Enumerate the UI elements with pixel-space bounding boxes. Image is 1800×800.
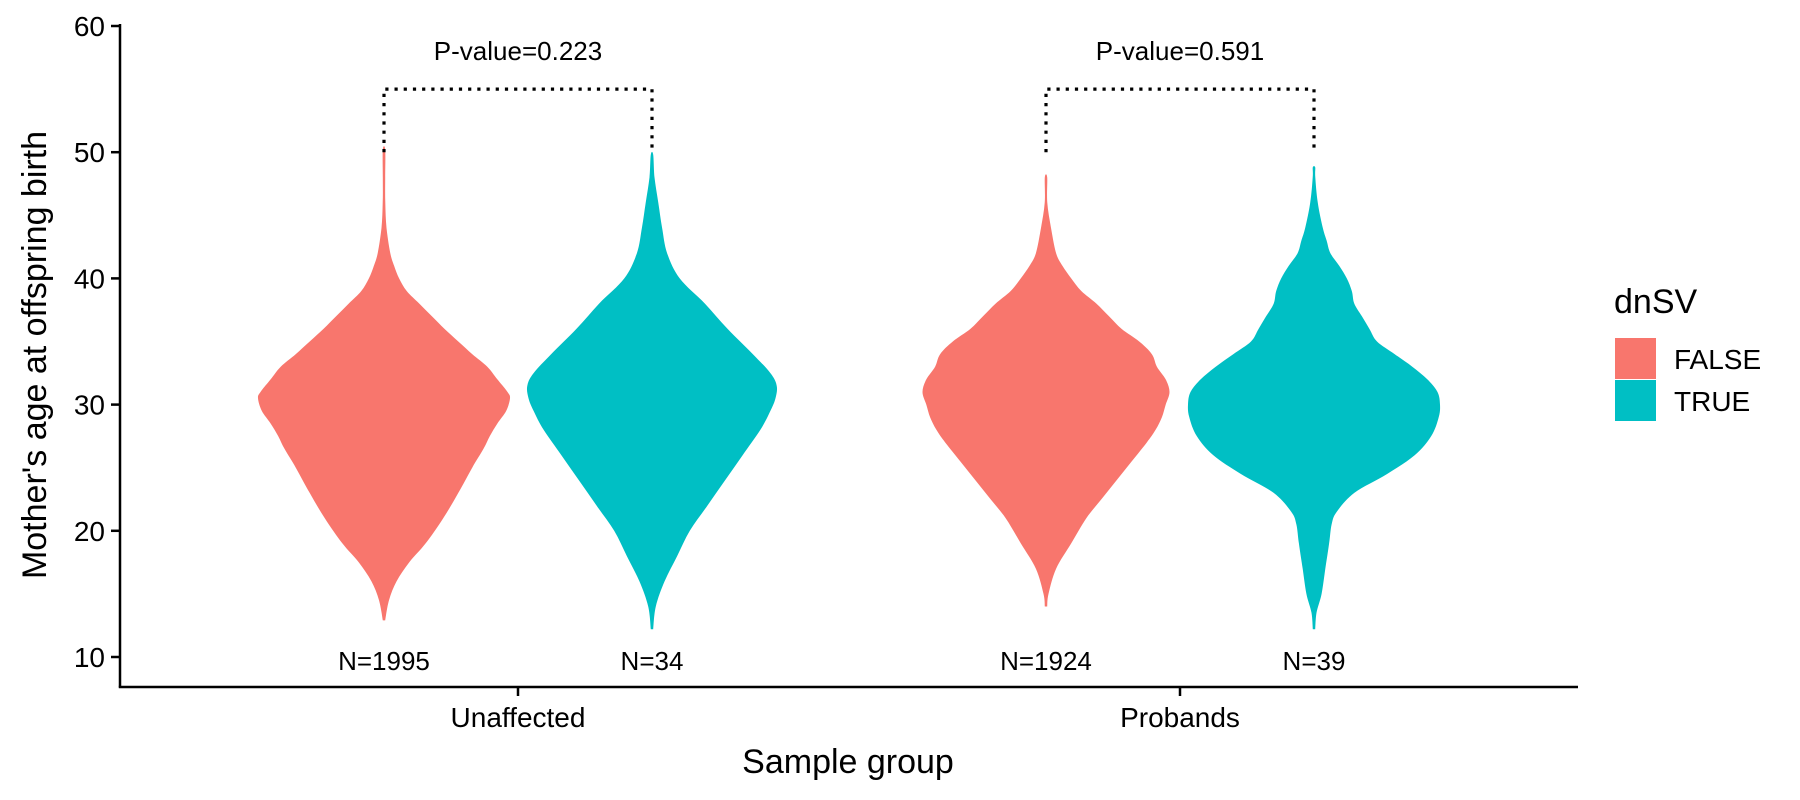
violin-unaffected-false [257, 146, 511, 621]
legend: dnSV FALSE TRUE [1614, 283, 1761, 421]
comparison-bracket [1044, 87, 1316, 153]
count-label: N=1995 [338, 646, 430, 676]
legend-label: FALSE [1674, 344, 1761, 375]
count-label: N=1924 [1000, 646, 1092, 676]
p-value-label: P-value=0.591 [1096, 36, 1264, 66]
y-tick-label: 60 [74, 11, 105, 42]
legend-title: dnSV [1614, 283, 1697, 321]
y-tick-label: 10 [74, 642, 105, 673]
legend-key-false [1615, 338, 1656, 379]
p-value-label: P-value=0.223 [434, 36, 602, 66]
y-tick-label: 40 [74, 263, 105, 294]
y-tick-label: 30 [74, 390, 105, 421]
x-axis-title: Sample group [742, 743, 954, 781]
legend-label: TRUE [1674, 386, 1750, 417]
plot-area: N=1995 N=34 N=1924 N=39 P-value=0.223 P-value… [257, 36, 1441, 676]
comparison-bracket [382, 87, 654, 153]
y-tick-label: 20 [74, 516, 105, 547]
violin-unaffected-true [526, 151, 778, 630]
legend-key-true [1615, 380, 1656, 421]
violin-probands-true [1187, 166, 1441, 630]
y-tick-label: 50 [74, 137, 105, 168]
violin-probands-false [922, 174, 1170, 607]
count-label: N=39 [1283, 646, 1346, 676]
count-label: N=34 [621, 646, 684, 676]
x-tick-label: Probands [1120, 702, 1240, 733]
y-axis-title: Mother's age at offspring birth [16, 131, 54, 579]
axes: 10 20 30 40 50 60 Unaffected Probands Sample gro… [16, 11, 1578, 781]
x-tick-label: Unaffected [451, 702, 586, 733]
